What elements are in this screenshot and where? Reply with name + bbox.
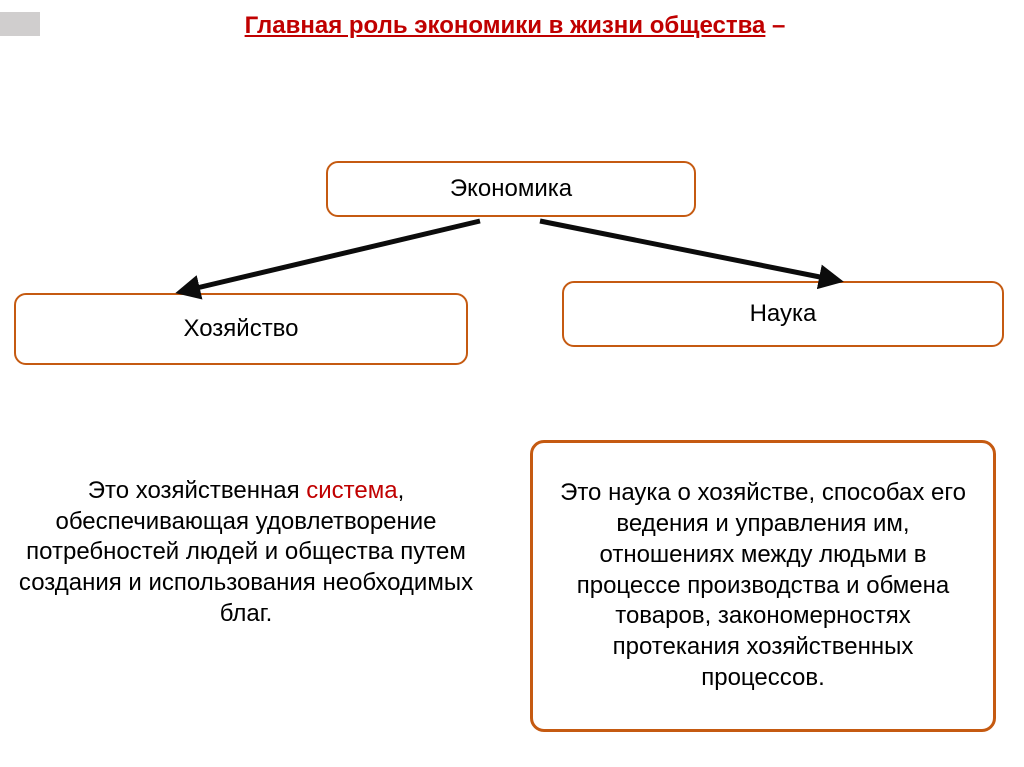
desc-left-highlight: система (306, 477, 397, 504)
node-right: Наука (562, 281, 1004, 347)
node-root-label: Экономика (450, 174, 572, 204)
page-title: Главная роль экономики в жизни общества … (130, 12, 900, 40)
desc-right-text: Это наука о хозяйстве, способах его веде… (549, 478, 977, 693)
node-left: Хозяйство (14, 293, 468, 365)
desc-left-prefix: Это хозяйственная (88, 477, 307, 504)
node-root: Экономика (326, 161, 696, 217)
description-left: Это хозяйственная система, обеспечивающа… (16, 476, 476, 630)
corner-decoration (0, 12, 40, 36)
title-suffix: – (765, 12, 785, 39)
title-text: Главная роль экономики в жизни общества (245, 12, 766, 39)
description-right: Это наука о хозяйстве, способах его веде… (530, 440, 996, 732)
arrow-right (540, 221, 835, 280)
arrow-left (184, 221, 480, 291)
node-left-label: Хозяйство (183, 314, 298, 344)
node-right-label: Наука (750, 299, 817, 329)
